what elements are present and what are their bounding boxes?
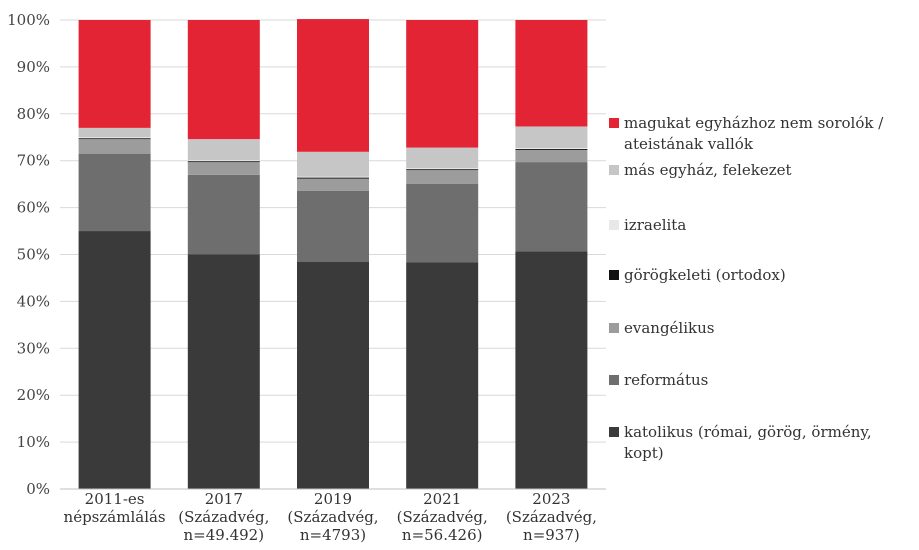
legend-label-line: izraelita (624, 216, 687, 234)
bar-segment (78, 20, 151, 128)
y-tick-label: 90% (17, 58, 50, 76)
bar-segment (78, 138, 151, 140)
legend-swatch (609, 323, 619, 333)
legend-label: izraelita (624, 215, 686, 236)
legend-label: magukat egyházhoz nem sorolók / ateistána… (624, 113, 883, 155)
legend-label-line: ateistának vallók (624, 135, 753, 153)
y-tick-label: 20% (17, 386, 50, 404)
y-tick-label: 60% (17, 199, 50, 217)
x-category-label: n=49.492) (184, 526, 265, 544)
y-tick-label: 100% (7, 11, 50, 29)
legend-swatch (609, 220, 619, 230)
legend-swatch (609, 375, 619, 385)
bar-segment (406, 147, 479, 169)
legend-item: izraelita (609, 215, 686, 236)
x-category-label: 2017 (205, 490, 243, 508)
bar-segment (406, 20, 479, 148)
bar-segment (515, 148, 588, 150)
x-category-label: 2011-es (85, 490, 145, 508)
x-category-label: n=937) (523, 526, 580, 544)
bar-segment (187, 174, 260, 255)
bar-segment (187, 160, 260, 162)
legend-swatch (609, 165, 619, 175)
legend-item: görögkeleti (ortodox) (609, 265, 786, 286)
x-axis: 2011-esnépszámlálás2017(Századvég,n=49.4… (60, 488, 606, 544)
y-tick-label: 40% (17, 292, 50, 310)
legend-item: más egyház, felekezet (609, 160, 792, 181)
bar-segment (406, 169, 479, 171)
bar-segment (515, 149, 588, 163)
legend-item: református (609, 370, 708, 391)
bar-segment (297, 176, 369, 178)
bar-segment (187, 254, 260, 489)
bar-segment (515, 126, 588, 149)
y-tick-label: 10% (17, 433, 50, 451)
bar-segment (78, 127, 151, 138)
bar-segment (187, 20, 260, 140)
legend-label-line: magukat egyházhoz nem sorolók / (624, 114, 884, 132)
bar-segment (187, 139, 260, 161)
bar-segment (297, 177, 369, 179)
bar-segment (187, 162, 260, 175)
bar-segment (78, 139, 151, 154)
bar-segment (297, 19, 369, 152)
y-tick-label: 0% (26, 480, 50, 498)
legend-label-line: más egyház, felekezet (624, 161, 792, 179)
legend-swatch (609, 427, 619, 437)
bar-segment (297, 178, 369, 191)
bar-segment (406, 183, 479, 263)
legend-label-line: görögkeleti (ortodox) (624, 266, 786, 284)
legend-swatch (609, 270, 619, 280)
bar-segment (297, 190, 369, 263)
bar-segment (78, 231, 151, 490)
bar-segment (406, 170, 479, 184)
y-tick-label: 30% (17, 339, 50, 357)
legend-label-line: evangélikus (624, 319, 715, 337)
bar-segment (515, 148, 588, 149)
x-category-label: népszámlálás (64, 508, 166, 526)
x-category-label: n=56.426) (402, 526, 483, 544)
legend-label: görögkeleti (ortodox) (624, 265, 786, 286)
y-axis: 0% 10% 20% 30% 40% 50% 60% 70% 80% 90% 100% (7, 11, 50, 498)
bar-segment (406, 168, 479, 170)
legend-item: evangélikus (609, 318, 714, 339)
bar-segment (297, 262, 369, 489)
bar-segment (515, 162, 588, 252)
y-tick-label: 50% (17, 246, 50, 264)
bar-segment (406, 262, 479, 489)
bar-segment (515, 20, 588, 127)
y-tick-label: 70% (17, 152, 50, 170)
x-category-label: (Századvég, (178, 508, 269, 526)
legend-swatch (609, 118, 619, 128)
y-tick-label: 80% (17, 105, 50, 123)
bar-segment (78, 153, 151, 232)
legend-item: katolikus (római, görög, örmény, kopt) (609, 422, 914, 464)
bar-segment (78, 137, 151, 139)
bar-segment (187, 161, 260, 163)
legend-label-line: református (624, 371, 709, 389)
bars (78, 19, 588, 490)
x-category-label: 2021 (423, 490, 461, 508)
legend-label: más egyház, felekezet (624, 160, 792, 181)
x-category-label: (Századvég, (506, 508, 597, 526)
x-category-label: 2019 (314, 490, 352, 508)
bar-segment (297, 151, 369, 177)
bar-segment (515, 251, 588, 489)
legend-item: magukat egyházhoz nem sorolók / ateistána… (609, 113, 883, 155)
x-category-label: n=4793) (300, 526, 366, 544)
legend-label-line: katolikus (római, görög, örmény, kopt) (624, 423, 872, 462)
legend-label: katolikus (római, görög, örmény, kopt) (624, 422, 914, 464)
x-category-label: 2023 (532, 490, 570, 508)
x-category-label: (Századvég, (397, 508, 488, 526)
x-category-label: (Századvég, (287, 508, 378, 526)
legend-label: református (624, 370, 708, 391)
legend-label: evangélikus (624, 318, 714, 339)
